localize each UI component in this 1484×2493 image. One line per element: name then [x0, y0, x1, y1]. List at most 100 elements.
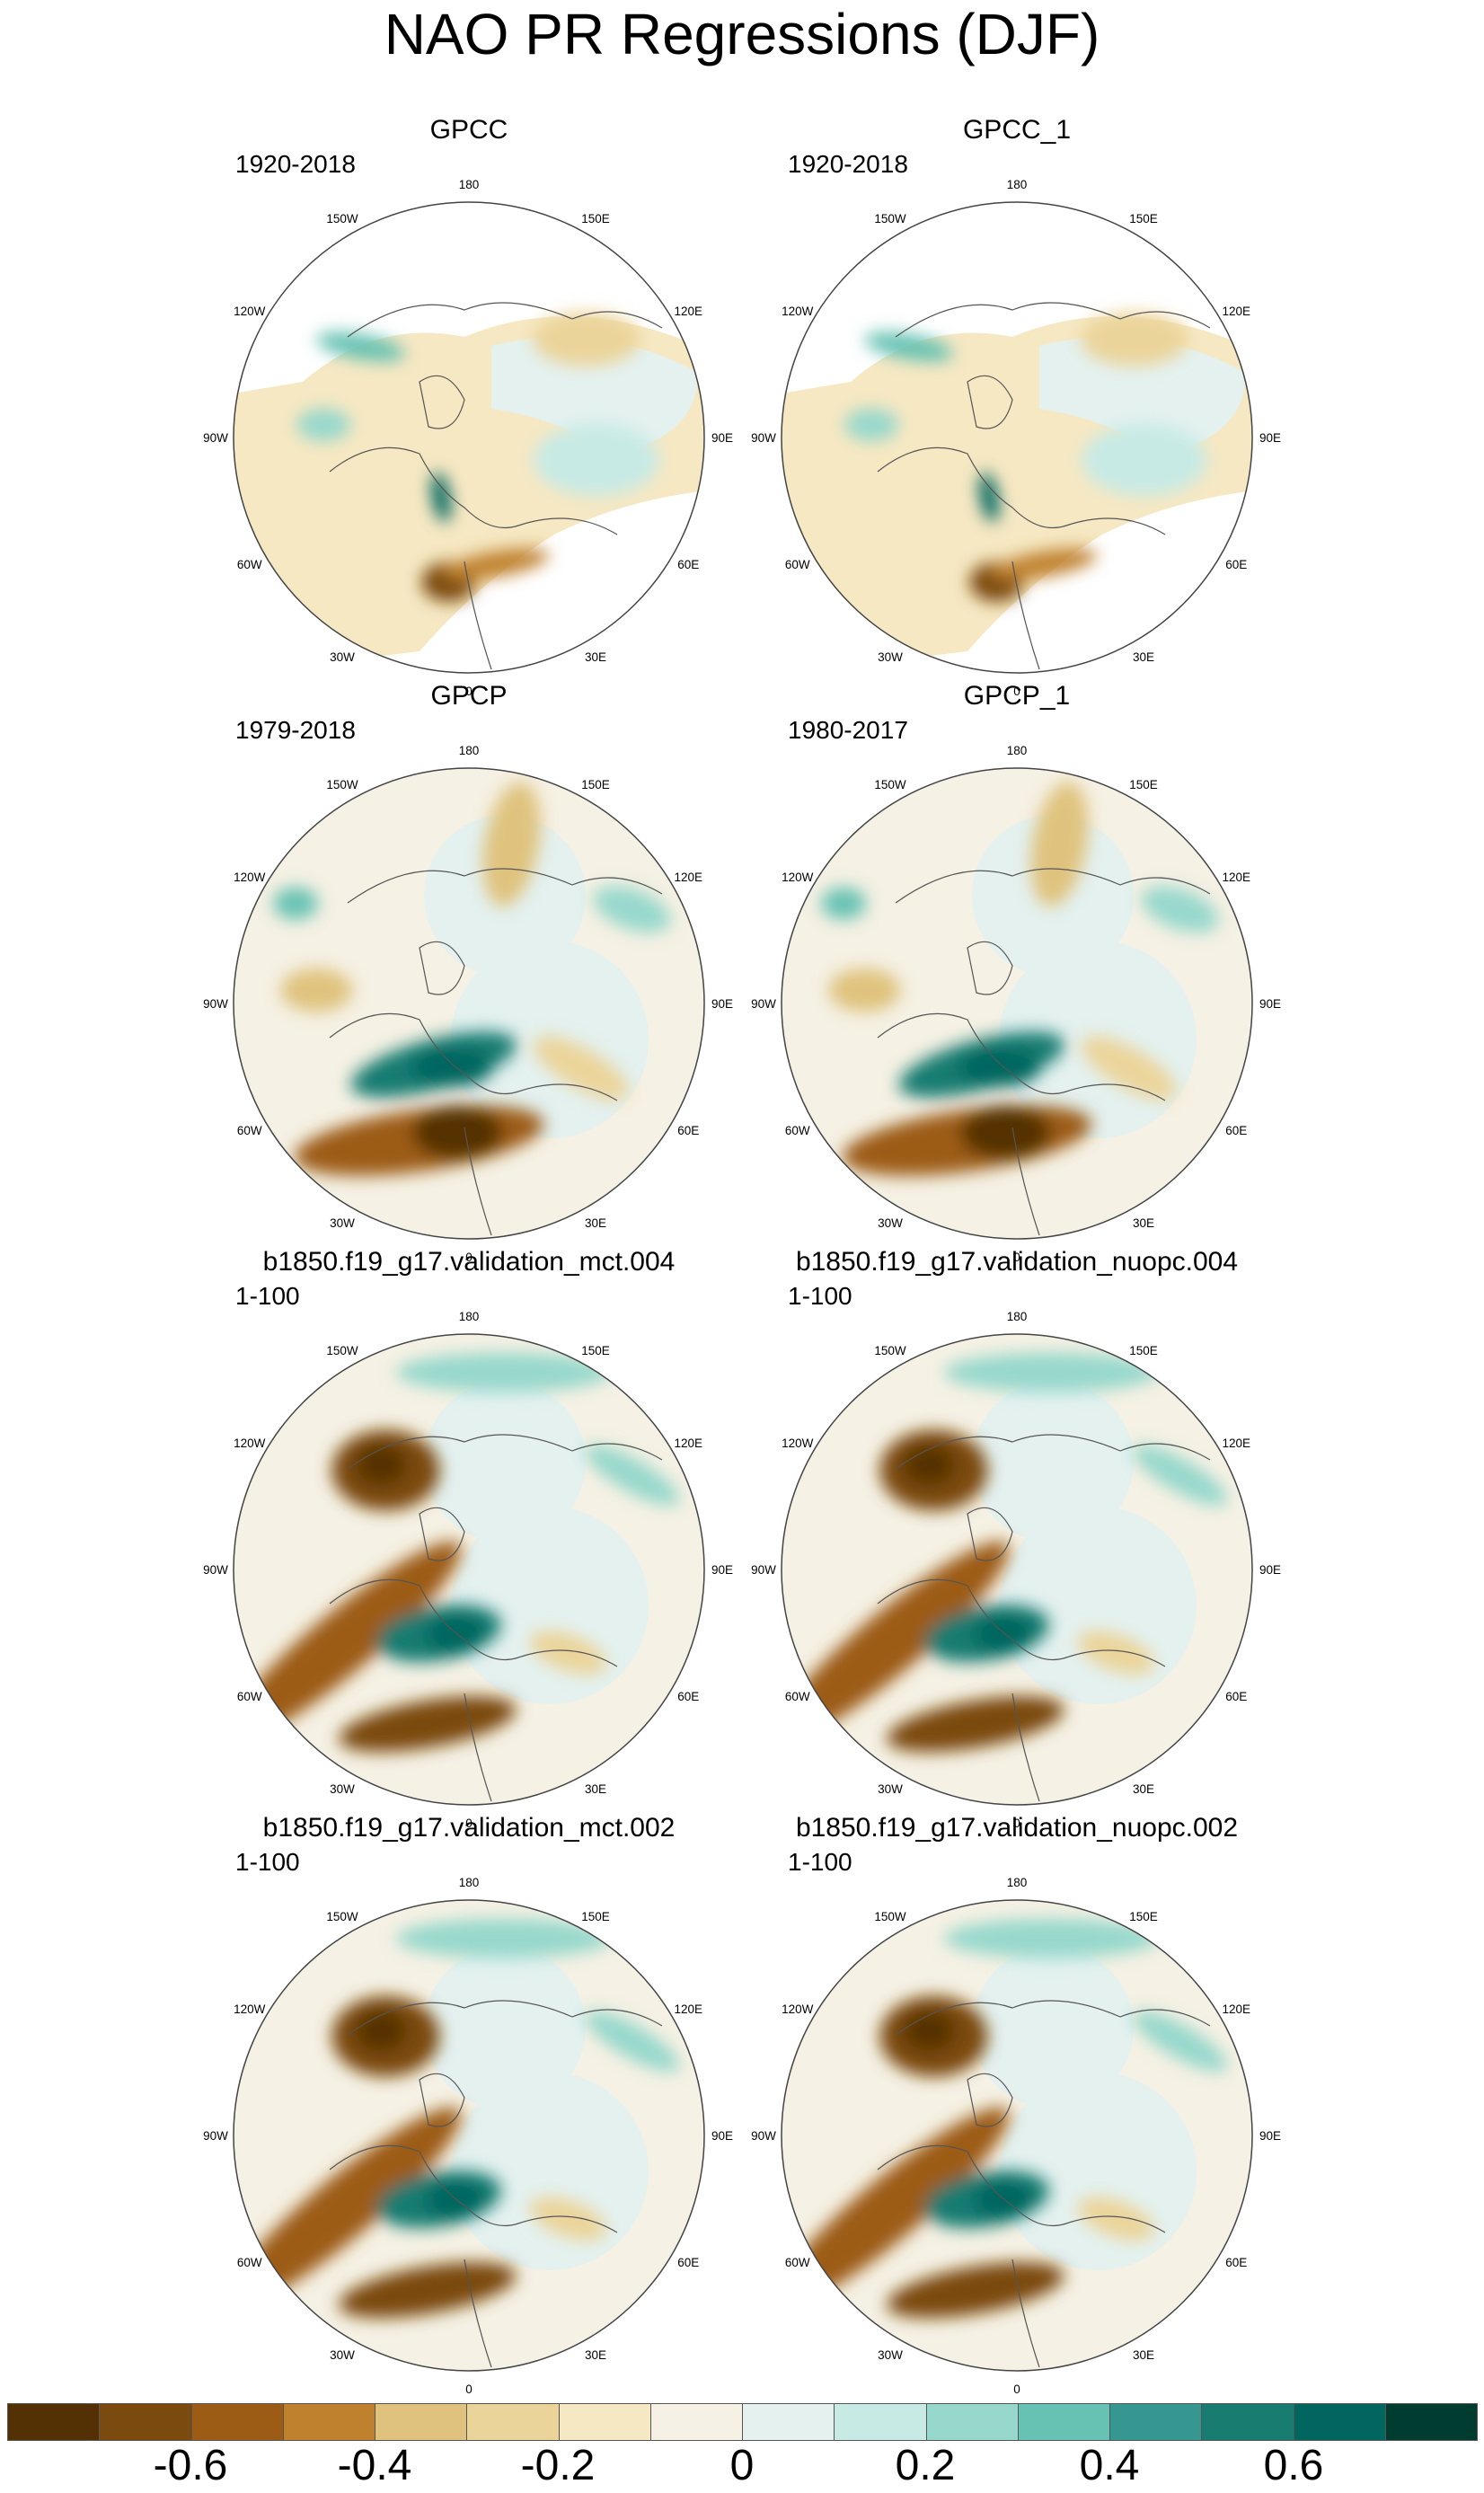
panel-period: 1-100	[788, 1282, 852, 1310]
polar-map: 180 150E 120E 90E 60E 30E 0 30W 60W 90W 120W 150W	[751, 744, 1281, 1264]
colorbar-label: -0.2	[520, 2442, 596, 2489]
map-panel: b1850.f19_g17.validation_nuopc.002 1-100 1…	[743, 1810, 1291, 2396]
longitude-label: 90E	[711, 997, 733, 1011]
anomaly-region	[864, 332, 953, 362]
longitude-label: 30W	[330, 650, 355, 664]
longitude-label: 120E	[1222, 871, 1250, 884]
longitude-label: 150E	[581, 778, 610, 791]
panel-title: GPCP	[430, 681, 508, 711]
panel-period: 1920-2018	[235, 150, 356, 178]
longitude-label: 150E	[1129, 212, 1158, 225]
anomaly-region	[959, 1047, 1041, 1087]
anomaly-region	[974, 2179, 1032, 2220]
anomaly-region	[1081, 1036, 1177, 1101]
longitude-label: 120W	[234, 2002, 266, 2016]
longitude-label: 90E	[1259, 431, 1281, 445]
anomaly-region	[844, 408, 899, 441]
longitude-label: 0	[465, 685, 473, 698]
longitude-label: 30E	[585, 2348, 606, 2362]
longitude-label: 60W	[237, 1124, 262, 1137]
longitude-label: 120E	[674, 305, 702, 318]
longitude-label: 120E	[674, 871, 702, 884]
longitude-label: 0	[465, 1817, 473, 1830]
longitude-label: 60E	[677, 1690, 699, 1703]
map-panel: GPCP_1 1980-2017 180 150E 120E 90E 60E 30E 0 30W 6…	[743, 678, 1291, 1264]
colorbar-box	[558, 2403, 651, 2441]
coastline	[419, 1507, 465, 1561]
longitude-label: 180	[1007, 1310, 1028, 1323]
longitude-label: 90E	[711, 1563, 733, 1577]
longitude-label: 30W	[330, 2348, 355, 2362]
map-panel: b1850.f19_g17.validation_mct.004 1-100 180…	[195, 1244, 743, 1830]
longitude-label: 0	[1013, 1817, 1020, 1830]
longitude-label: 60W	[785, 1690, 810, 1703]
longitude-label: 0	[465, 2382, 473, 2396]
figure-title: NAO PR Regressions (DJF)	[384, 2, 1100, 66]
map-boundary	[781, 767, 1253, 1240]
anomaly-region	[533, 1036, 629, 1101]
longitude-label: 180	[1007, 178, 1028, 191]
longitude-label: 90E	[1259, 2129, 1281, 2143]
colorbar-box	[375, 2403, 468, 2441]
longitude-label: 90W	[751, 997, 776, 1011]
longitude-label: 30W	[878, 1216, 903, 1230]
anomaly-region	[584, 2011, 680, 2073]
anomaly-region	[426, 2179, 484, 2220]
longitude-label: 120W	[782, 871, 814, 884]
longitude-label: 30W	[330, 1216, 355, 1230]
anomaly-region	[999, 1507, 1197, 1704]
longitude-label: 180	[459, 1310, 480, 1323]
anomaly-region	[593, 886, 671, 933]
longitude-label: 120E	[1222, 305, 1250, 318]
longitude-label: 90W	[203, 1563, 228, 1577]
anomaly-region	[356, 2011, 407, 2051]
longitude-label: 90E	[1259, 1563, 1281, 1577]
anomaly-region	[234, 2107, 462, 2310]
longitude-label: 90E	[1259, 997, 1281, 1011]
coastline	[329, 1012, 618, 1101]
coastline	[419, 375, 465, 429]
coastline	[877, 2144, 1166, 2233]
longitude-label: 60W	[237, 2256, 262, 2269]
longitude-label: 60W	[785, 1124, 810, 1137]
colorbar-box	[1384, 2403, 1478, 2441]
longitude-label: 90W	[203, 431, 228, 445]
map-panel: GPCP 1979-2018 180 150E 120E 90E 60E 30E 0 30W 60W…	[195, 678, 743, 1264]
coastline	[895, 1434, 1211, 1470]
coastline	[419, 941, 465, 995]
map-panel: b1850.f19_g17.validation_nuopc.004 1-100 1…	[743, 1244, 1291, 1830]
map-boundary	[233, 1333, 705, 1806]
anomaly-region	[1141, 886, 1219, 933]
panel-title: GPCC	[429, 115, 508, 145]
colorbar	[7, 2403, 1478, 2441]
colorbar-box	[1293, 2403, 1386, 2441]
coastline	[419, 2073, 465, 2127]
longitude-label: 150W	[874, 1344, 906, 1357]
anomaly-region	[442, 548, 550, 580]
longitude-label: 150E	[1129, 1344, 1158, 1357]
anomaly-region	[426, 1613, 484, 1654]
longitude-label: 30E	[1133, 650, 1154, 664]
longitude-label: 150W	[326, 1344, 358, 1357]
longitude-label: 150W	[326, 1910, 358, 1923]
coastline	[967, 1507, 1013, 1561]
anomaly-region	[356, 1445, 407, 1485]
colorbar-box	[466, 2403, 560, 2441]
coastline	[464, 561, 492, 670]
polar-map: 180 150E 120E 90E 60E 30E 0 30W 60W 90W 120W 150W	[751, 1310, 1281, 1830]
longitude-label: 120E	[1222, 2002, 1250, 2016]
longitude-label: 30W	[330, 1782, 355, 1796]
coastline	[347, 302, 663, 338]
anomaly-region	[974, 1613, 1032, 1654]
colorbar-label: 0.4	[1079, 2442, 1140, 2489]
longitude-label: 120E	[674, 2002, 702, 2016]
panel-title: b1850.f19_g17.validation_mct.004	[262, 1247, 676, 1277]
longitude-label: 60E	[1225, 1124, 1247, 1137]
anomaly-region	[990, 548, 1098, 580]
coastline	[464, 2259, 492, 2368]
anomaly-region	[943, 1918, 1160, 1958]
longitude-label: 90W	[751, 431, 776, 445]
anomaly-region	[316, 332, 405, 362]
anomaly-region	[821, 887, 867, 920]
longitude-label: 90W	[203, 997, 228, 1011]
